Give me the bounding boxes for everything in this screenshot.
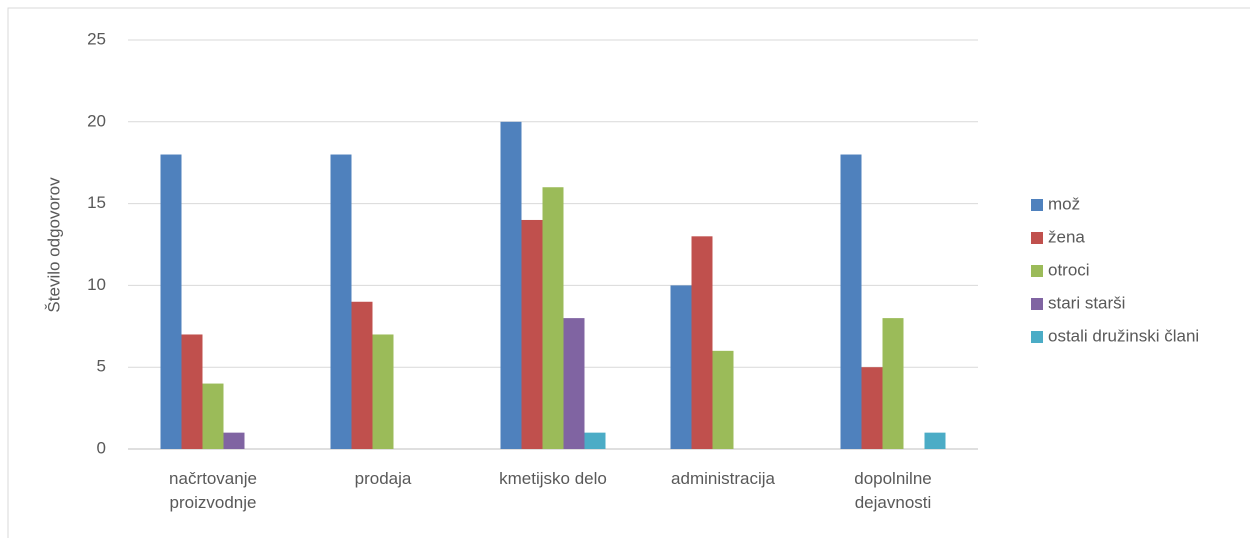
x-tick-label: administracija	[671, 469, 775, 488]
y-tick-label: 25	[87, 29, 106, 48]
y-tick-label: 15	[87, 193, 106, 212]
x-tick-label: dopolnilne dejavnosti	[854, 469, 932, 512]
bar	[542, 187, 564, 450]
bar	[563, 318, 585, 449]
bar	[924, 432, 946, 449]
bar	[160, 154, 182, 449]
legend-label: stari starši	[1048, 293, 1125, 312]
x-tick-label: kmetijsko delo	[499, 469, 607, 488]
legend-swatch	[1031, 265, 1043, 277]
y-tick-label: 10	[87, 275, 106, 294]
x-tick-label: prodaja	[354, 469, 412, 488]
legend-label: žena	[1048, 227, 1085, 246]
y-tick-label: 0	[97, 438, 106, 457]
bar	[330, 154, 352, 449]
bar	[691, 236, 713, 449]
legend-label: otroci	[1048, 260, 1090, 279]
bar	[840, 154, 862, 449]
bar	[372, 334, 394, 449]
bar	[861, 367, 883, 449]
bar	[584, 432, 606, 449]
legend-swatch	[1031, 232, 1043, 244]
bar	[712, 350, 734, 449]
bar	[500, 121, 522, 450]
y-tick-label: 20	[87, 111, 106, 130]
chart-border	[7, 7, 1250, 538]
bar	[670, 285, 692, 449]
bar	[202, 383, 224, 449]
legend-swatch	[1031, 199, 1043, 211]
bar	[351, 301, 373, 449]
bar	[521, 219, 543, 449]
x-tick-label: načrtovanje proizvodnje	[169, 469, 257, 512]
legend-swatch	[1031, 331, 1043, 343]
bar	[181, 334, 203, 449]
bar	[882, 318, 904, 449]
bar	[223, 432, 245, 449]
y-tick-label: 5	[97, 357, 106, 376]
legend-label: mož	[1048, 194, 1080, 213]
y-axis-title: Število odgovorov	[44, 177, 63, 313]
legend-label: ostali družinski člani	[1048, 326, 1199, 345]
legend-swatch	[1031, 298, 1043, 310]
